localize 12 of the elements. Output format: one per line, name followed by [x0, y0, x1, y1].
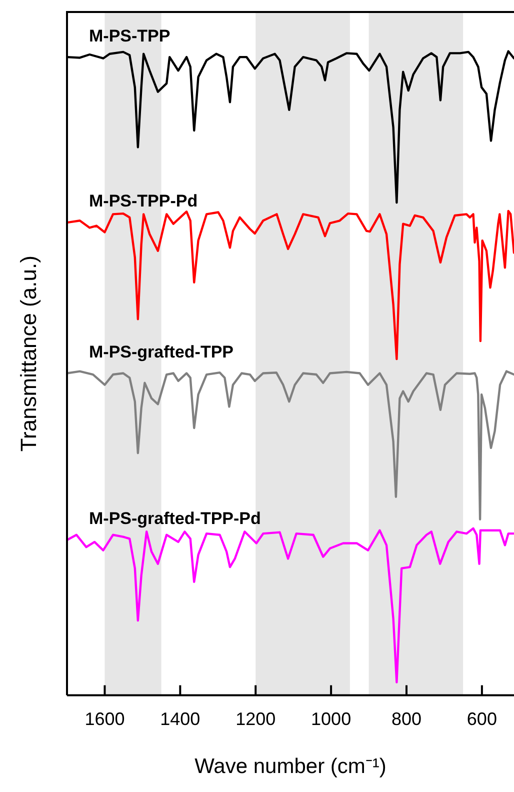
x-tick-label: 1200 [236, 708, 276, 729]
y-axis-title: Transmittance (a.u.) [16, 256, 42, 452]
series-label: M-PS-grafted-TPP-Pd [89, 509, 261, 528]
series-label: M-PS-TPP [89, 26, 170, 46]
series-label: M-PS-TPP-Pd [89, 192, 198, 211]
series-label: M-PS-grafted-TPP [89, 342, 234, 362]
x-tick-label: 1600 [84, 708, 125, 729]
x-tick-label: 800 [391, 708, 422, 729]
x-tick-label: 1400 [160, 708, 200, 729]
x-tick-label: 1000 [311, 708, 352, 729]
x-axis-title: Wave number (cm⁻¹) [194, 755, 386, 778]
x-tick-label: 600 [466, 708, 497, 729]
